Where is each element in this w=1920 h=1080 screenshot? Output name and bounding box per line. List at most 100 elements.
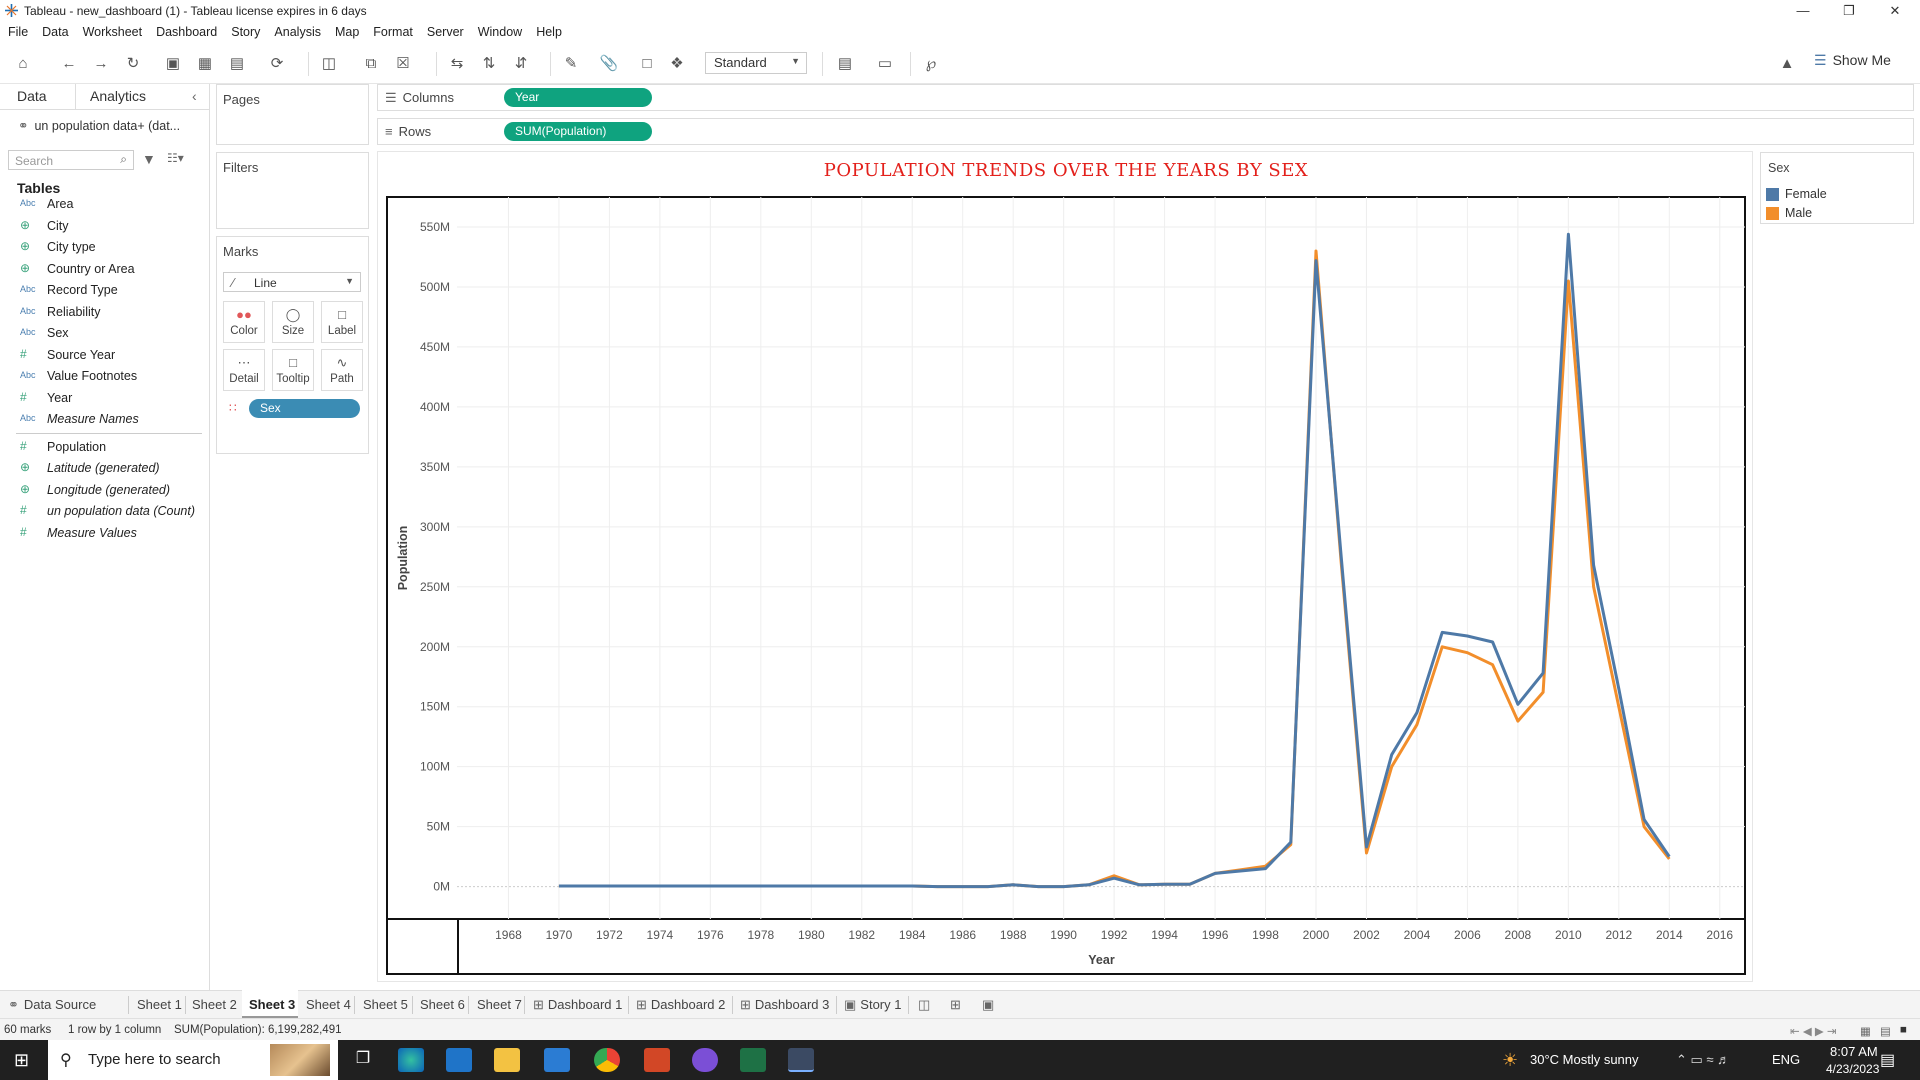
menu-worksheet[interactable]: Worksheet xyxy=(82,25,143,39)
powerpoint-icon[interactable] xyxy=(644,1048,670,1072)
tooltip-button[interactable]: □ Tooltip xyxy=(272,349,314,391)
field-search-input[interactable]: Search ⌕ xyxy=(8,150,134,170)
field-measure-names[interactable]: Abc Measure Names xyxy=(0,409,210,430)
detail-button[interactable]: ⋯ Detail xyxy=(223,349,265,391)
replay-icon[interactable]: ↻ xyxy=(126,55,140,72)
sex-color-pill[interactable]: Sex xyxy=(249,399,360,418)
line-chart[interactable]: 1968 1970 1972 1974 1976 1978 1980 1982 1984 1986… xyxy=(378,152,1754,983)
new-dashboard-tab-icon[interactable]: ⊞ xyxy=(950,997,961,1012)
tableau-taskbar-icon[interactable] xyxy=(788,1048,814,1072)
menu-format[interactable]: Format xyxy=(373,25,413,39)
tab-sheet-6[interactable]: Sheet 6 xyxy=(420,997,465,1012)
tab-sheet-5[interactable]: Sheet 5 xyxy=(363,997,408,1012)
save-icon[interactable]: ▣ xyxy=(165,55,181,72)
chrome-icon[interactable] xyxy=(594,1048,620,1072)
size-button[interactable]: ◯ Size xyxy=(272,301,314,343)
field-measure-values[interactable]: # Measure Values xyxy=(0,523,210,544)
year-column-pill[interactable]: Year xyxy=(504,88,652,107)
tab-analytics[interactable]: Analytics xyxy=(90,88,147,104)
show-mark-labels-icon[interactable]: □ xyxy=(642,55,652,72)
new-worksheet-icon[interactable]: ◫ xyxy=(321,55,337,72)
field-year[interactable]: # Year xyxy=(0,388,210,409)
filmstrip-view-icon[interactable]: ■ xyxy=(1900,1024,1907,1036)
excel-icon[interactable] xyxy=(740,1048,766,1072)
fix-axes-icon[interactable]: ❖ xyxy=(670,55,684,72)
columns-shelf[interactable]: ☰ Columns Year xyxy=(377,84,1914,111)
highlight-icon[interactable]: ✎ xyxy=(564,55,578,72)
field-country-or-area[interactable]: ⊕ Country or Area xyxy=(0,259,210,280)
filters-card[interactable]: Filters xyxy=(216,152,369,229)
color-button[interactable]: ●● Color xyxy=(223,301,265,343)
close-window-button[interactable]: ✕ xyxy=(1889,3,1901,18)
field-city-type[interactable]: ⊕ City type xyxy=(0,237,210,258)
menu-file[interactable]: File xyxy=(8,25,29,39)
field-record-type[interactable]: Abc Record Type xyxy=(0,280,210,301)
duplicate-sheet-icon[interactable]: ⧉ xyxy=(365,55,377,72)
viz-area[interactable]: POPULATION TRENDS OVER THE YEARS BY SEX … xyxy=(377,151,1753,982)
pages-card[interactable]: Pages xyxy=(216,84,369,145)
mark-type-dropdown[interactable]: ∕ Line ▼ xyxy=(223,272,361,292)
tab-sheet-2[interactable]: Sheet 2 xyxy=(192,997,237,1012)
view-options-icon[interactable]: ☷▾ xyxy=(167,151,184,165)
edge-browser-icon[interactable] xyxy=(398,1048,424,1072)
menu-story[interactable]: Story xyxy=(231,25,261,39)
share-icon[interactable]: ℘ xyxy=(925,55,937,72)
menu-data[interactable]: Data xyxy=(42,25,69,39)
tab-data[interactable]: Data xyxy=(17,88,47,104)
new-story-tab-icon[interactable]: ▣ xyxy=(982,997,995,1012)
field-population[interactable]: # Population xyxy=(0,437,210,458)
new-worksheet-tab-icon[interactable]: ◫ xyxy=(918,997,931,1012)
rows-shelf[interactable]: ≡ Rows SUM(Population) xyxy=(377,118,1914,145)
clock-date[interactable]: 4/23/2023 xyxy=(1826,1062,1880,1076)
tab-sheet-7[interactable]: Sheet 7 xyxy=(477,997,522,1012)
file-explorer-icon[interactable] xyxy=(494,1048,520,1072)
paint-brush-icon[interactable]: ▲ xyxy=(1779,55,1795,72)
collapse-pane-icon[interactable]: ‹ xyxy=(192,88,197,104)
tab-sheet-1[interactable]: Sheet 1 xyxy=(137,997,182,1012)
clock-time[interactable]: 8:07 AM xyxy=(1830,1044,1878,1059)
mail-icon[interactable] xyxy=(446,1048,472,1072)
tab-dashboard-2[interactable]: ⊞ Dashboard 2 xyxy=(636,997,725,1013)
field-reliability[interactable]: Abc Reliability xyxy=(0,302,210,323)
field-sex[interactable]: Abc Sex xyxy=(0,323,210,344)
clear-sheet-icon[interactable]: ☒ xyxy=(396,55,410,72)
sort-ascending-icon[interactable]: ⇅ xyxy=(482,55,496,72)
presentation-mode-icon[interactable]: ▭ xyxy=(877,55,893,72)
show-me-button[interactable]: ☰ Show Me xyxy=(1814,52,1891,76)
menu-window[interactable]: Window xyxy=(477,25,523,39)
label-button[interactable]: □ Label xyxy=(321,301,363,343)
tab-story-1[interactable]: ▣ Story 1 xyxy=(844,997,901,1013)
undo-icon[interactable]: ← xyxy=(61,55,77,72)
filter-fields-icon[interactable]: ▼ xyxy=(142,151,156,167)
pause-updates-icon[interactable]: ▤ xyxy=(229,55,245,72)
color-legend[interactable]: Sex Female Male xyxy=(1760,152,1914,224)
group-members-icon[interactable]: 📎 xyxy=(599,55,619,72)
new-datasource-icon[interactable]: ▦ xyxy=(197,55,213,72)
tab-sheet-3[interactable]: Sheet 3 xyxy=(249,997,296,1012)
field-un-population-data-count[interactable]: # un population data (Count) xyxy=(0,501,210,522)
grid-view-icon[interactable]: ▦ xyxy=(1860,1026,1871,1038)
path-button[interactable]: ∿ Path xyxy=(321,349,363,391)
population-row-pill[interactable]: SUM(Population) xyxy=(504,122,652,141)
menu-analysis[interactable]: Analysis xyxy=(274,25,321,39)
field-source-year[interactable]: # Source Year xyxy=(0,345,210,366)
menu-map[interactable]: Map xyxy=(334,25,360,39)
github-desktop-icon[interactable] xyxy=(692,1048,718,1072)
language-indicator[interactable]: ENG xyxy=(1772,1052,1801,1067)
redo-icon[interactable]: → xyxy=(93,55,109,72)
menu-help[interactable]: Help xyxy=(536,25,562,39)
field-longitude-generated[interactable]: ⊕ Longitude (generated) xyxy=(0,480,210,501)
swap-rows-columns-icon[interactable]: ⇆ xyxy=(450,55,464,72)
field-latitude-generated[interactable]: ⊕ Latitude (generated) xyxy=(0,458,210,479)
field-value-footnotes[interactable]: Abc Value Footnotes xyxy=(0,366,210,387)
windows-start-icon[interactable]: ⊞ xyxy=(14,1050,30,1070)
tray-icons[interactable]: ⌃ ▭ ≈ ♬ xyxy=(1676,1052,1731,1067)
datasource-item[interactable]: ⚭ un population data+ (dat... xyxy=(18,118,180,133)
tab-nav-icon[interactable]: ⇤ ◀ ▶ ⇥ xyxy=(1790,1026,1837,1038)
minimize-button[interactable]: — xyxy=(1796,3,1810,18)
tab-dashboard-1[interactable]: ⊞ Dashboard 1 xyxy=(533,997,622,1013)
field-area[interactable]: Abc Area xyxy=(0,194,210,215)
show-cards-icon[interactable]: ▤ xyxy=(837,55,853,72)
weather-text[interactable]: 30°C Mostly sunny xyxy=(1530,1052,1639,1067)
menu-dashboard[interactable]: Dashboard xyxy=(156,25,218,39)
